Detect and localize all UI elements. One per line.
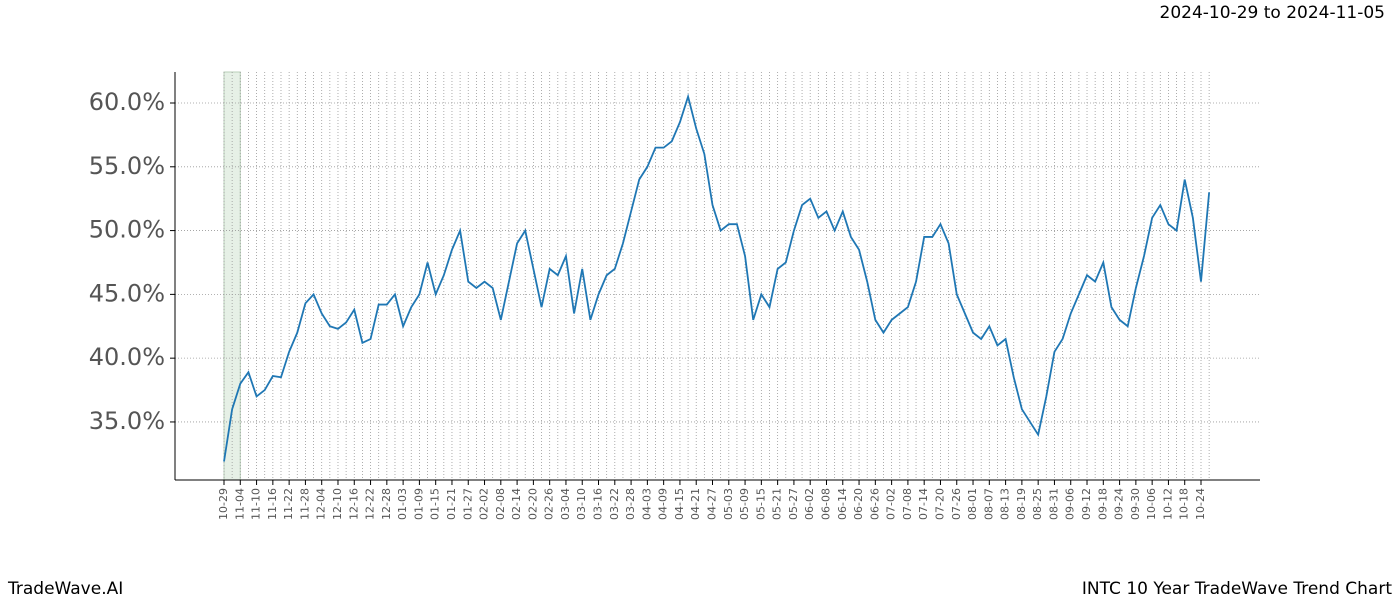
x-tick-label: 11-04 (233, 488, 246, 520)
x-tick-label: 10-06 (1145, 488, 1158, 520)
x-tick-label: 02-26 (543, 488, 556, 520)
x-tick-label: 06-26 (868, 488, 881, 520)
x-tick-label: 06-02 (803, 488, 816, 520)
x-tick-label: 03-22 (608, 488, 621, 520)
x-tick-label: 12-16 (347, 488, 360, 520)
x-tick-label: 11-28 (298, 488, 311, 520)
x-tick-label: 06-20 (852, 488, 865, 520)
x-tick-label: 07-08 (901, 488, 914, 520)
y-tick-label: 50.0% (89, 216, 165, 244)
date-range: 2024-10-29 to 2024-11-05 (1160, 3, 1385, 23)
x-tick-label: 04-15 (673, 488, 686, 520)
trend-line (223, 93, 1211, 462)
x-tick-label: 10-29 (217, 488, 230, 520)
x-tick-label: 12-10 (331, 488, 344, 520)
chart-title: INTC 10 Year TradeWave Trend Chart (1082, 579, 1392, 599)
x-tick-label: 01-21 (445, 488, 458, 520)
x-tick-label: 02-14 (510, 488, 523, 520)
x-tick-label: 09-30 (1129, 488, 1142, 520)
x-tick-label: 05-09 (738, 488, 751, 520)
x-tick-label: 10-18 (1178, 488, 1191, 520)
x-tick-label: 08-07 (982, 488, 995, 520)
x-tick-label: 06-14 (836, 488, 849, 520)
x-tick-label: 04-21 (689, 488, 702, 520)
x-tick-label: 10-24 (1194, 488, 1207, 520)
x-tick-label: 09-24 (1113, 488, 1126, 520)
x-tick-label: 11-10 (250, 488, 263, 520)
brand: TradeWave.AI (7, 579, 123, 599)
x-tick-label: 07-26 (950, 488, 963, 520)
x-tick-label: 03-04 (559, 488, 572, 520)
x-tick-label: 09-18 (1096, 488, 1109, 520)
x-tick-label: 02-08 (494, 488, 507, 520)
x-tick-label: 03-28 (624, 488, 637, 520)
x-tick-label: 08-19 (1015, 488, 1028, 520)
x-tick-label: 12-22 (364, 488, 377, 520)
x-tick-label: 08-01 (966, 488, 979, 520)
x-tick-label: 12-04 (315, 488, 328, 520)
x-tick-label: 01-09 (412, 488, 425, 520)
y-tick-label: 40.0% (89, 343, 165, 371)
x-tick-label: 05-27 (787, 488, 800, 520)
x-tick-label: 05-03 (722, 488, 735, 520)
y-tick-label: 55.0% (89, 152, 165, 180)
x-tick-label: 07-14 (917, 488, 930, 520)
x-tick-label: 02-02 (478, 488, 491, 520)
x-tick-label: 01-27 (461, 488, 474, 520)
x-tick-label: 08-13 (999, 488, 1012, 520)
x-tick-label: 09-12 (1080, 488, 1093, 520)
x-tick-label: 09-06 (1064, 488, 1077, 520)
x-tick-label: 01-03 (396, 488, 409, 520)
x-tick-label: 10-12 (1161, 488, 1174, 520)
x-tick-label: 03-16 (592, 488, 605, 520)
x-tick-label: 07-20 (933, 488, 946, 520)
x-tick-label: 11-16 (266, 488, 279, 520)
x-tick-label: 02-20 (526, 488, 539, 520)
x-tick-label: 12-28 (380, 488, 393, 520)
x-tick-label: 05-21 (771, 488, 784, 520)
x-tick-label: 04-09 (657, 488, 670, 520)
x-tick-label: 08-25 (1031, 488, 1044, 520)
x-tick-label: 11-22 (282, 488, 295, 520)
x-tick-label: 03-10 (575, 488, 588, 520)
y-tick-label: 45.0% (89, 279, 165, 307)
x-tick-label: 07-02 (885, 488, 898, 520)
x-tick-label: 08-31 (1047, 488, 1060, 520)
x-tick-label: 04-27 (706, 488, 719, 520)
y-tick-label: 60.0% (89, 88, 165, 116)
x-tick-label: 01-15 (429, 488, 442, 520)
x-tick-label: 04-03 (640, 488, 653, 520)
x-tick-label: 05-15 (754, 488, 767, 520)
y-tick-label: 35.0% (89, 407, 165, 435)
x-tick-label: 06-08 (819, 488, 832, 520)
